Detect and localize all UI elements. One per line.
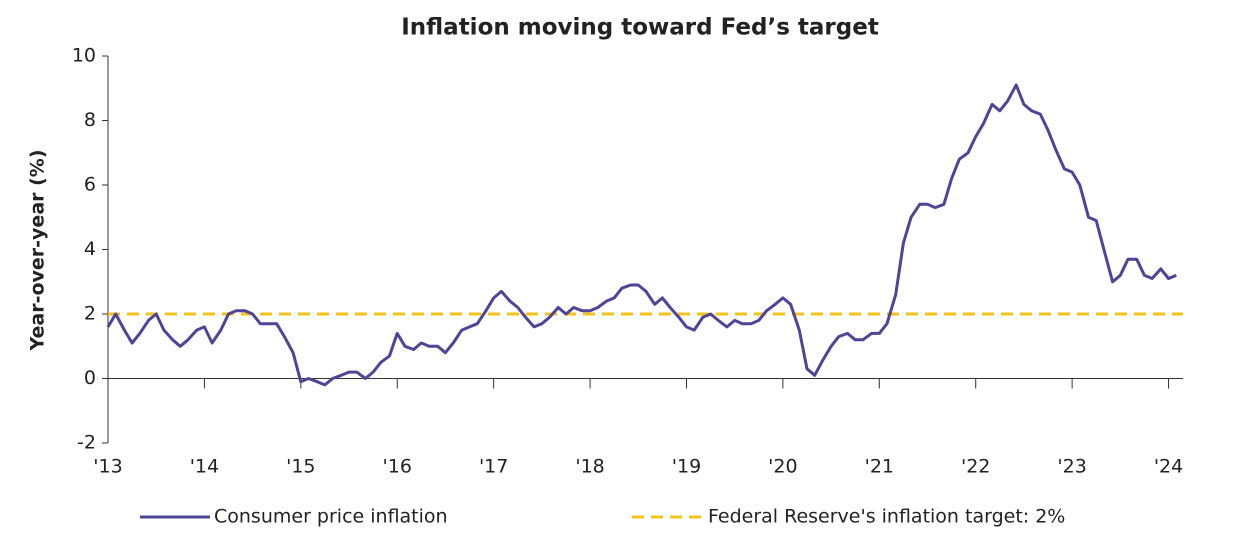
y-tick-label: 0 xyxy=(84,367,96,389)
x-tick-label: '18 xyxy=(575,456,604,478)
y-axis-label: Year-over-year (%) xyxy=(27,149,49,351)
y-tick-label: 4 xyxy=(84,238,96,260)
x-tick-label: '14 xyxy=(190,456,219,478)
x-tick-label: '24 xyxy=(1154,456,1183,478)
y-tick-label: 8 xyxy=(84,109,96,131)
x-tick-label: '15 xyxy=(286,456,315,478)
x-tick-label: '19 xyxy=(672,456,701,478)
legend-label: Federal Reserve's inflation target: 2% xyxy=(708,506,1065,528)
x-tick-label: '20 xyxy=(768,456,797,478)
chart-title: Inflation moving toward Fed’s target xyxy=(401,15,879,41)
x-tick-label: '22 xyxy=(961,456,990,478)
x-tick-label: '16 xyxy=(383,456,412,478)
line xyxy=(106,83,1177,387)
x-tick-label: '23 xyxy=(1057,456,1086,478)
x-tick-label: '17 xyxy=(479,456,508,478)
x-tick-label: '13 xyxy=(93,456,122,478)
y-tick-label: 2 xyxy=(84,303,96,325)
legend-label: Consumer price inflation xyxy=(214,506,448,528)
x-tick-label: '21 xyxy=(865,456,894,478)
y-tick-label: 10 xyxy=(72,45,96,67)
y-tick-label: 6 xyxy=(84,174,96,196)
y-tick-label: -2 xyxy=(77,432,96,454)
